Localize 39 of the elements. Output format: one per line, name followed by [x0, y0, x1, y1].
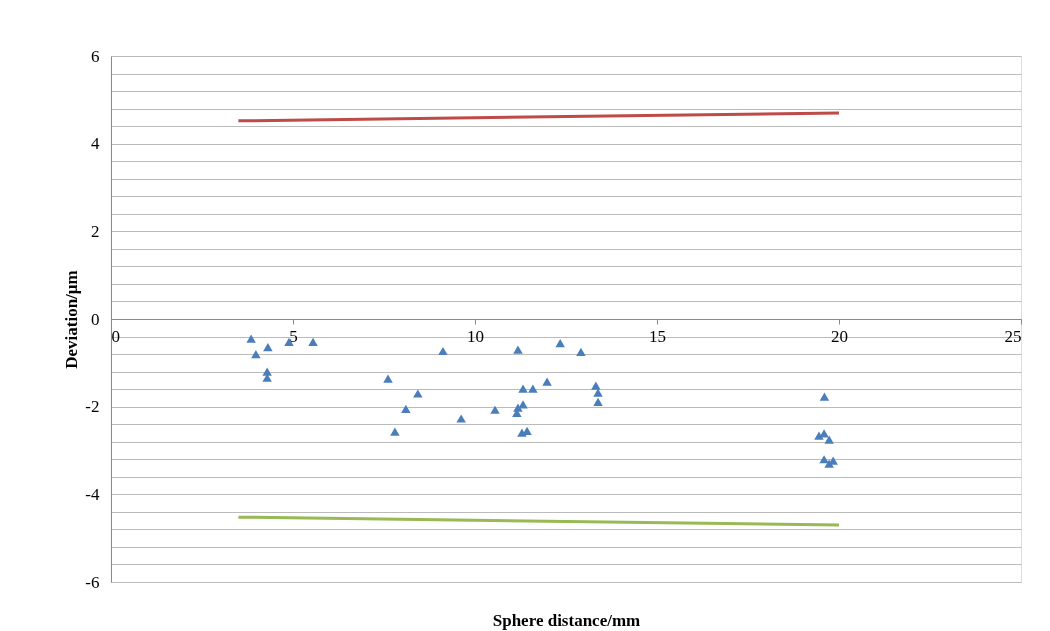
point: [593, 397, 603, 406]
point: [555, 339, 565, 348]
point: [490, 405, 500, 414]
x-tick-label: 10: [467, 326, 484, 346]
point: [576, 347, 586, 356]
y-tick-label: 6: [91, 46, 100, 66]
point: [824, 435, 834, 444]
point: [518, 384, 528, 393]
y-tick-label: 0: [91, 309, 100, 329]
y-tick-label: 4: [91, 134, 100, 154]
point: [390, 427, 400, 436]
point: [528, 384, 538, 393]
point: [542, 377, 552, 386]
point: [383, 374, 393, 383]
y-tick-label: -4: [85, 484, 100, 504]
x-tick-label: 20: [831, 326, 848, 346]
point: [263, 342, 273, 352]
point: [401, 404, 411, 413]
point: [246, 334, 256, 343]
x-tick-label: 5: [289, 326, 298, 346]
point: [518, 400, 528, 409]
point: [591, 381, 601, 390]
point: [308, 337, 318, 346]
point: [413, 389, 423, 398]
point: [819, 392, 830, 401]
point: [593, 388, 603, 397]
x-tick-label: 15: [649, 326, 666, 346]
x-tick-label: 25: [1004, 326, 1022, 346]
point: [513, 345, 523, 354]
y-tick-label: 2: [91, 221, 100, 241]
y-tick-label: -6: [85, 572, 100, 592]
point: [262, 367, 272, 376]
x-axis-title: Sphere distance/mm: [492, 610, 641, 630]
point: [438, 346, 448, 356]
x-tick-label: 0: [111, 326, 120, 346]
y-tick-label: -2: [85, 397, 100, 417]
y-axis-title: Deviation/µm: [62, 270, 82, 369]
point: [251, 349, 261, 359]
point: [456, 414, 466, 423]
